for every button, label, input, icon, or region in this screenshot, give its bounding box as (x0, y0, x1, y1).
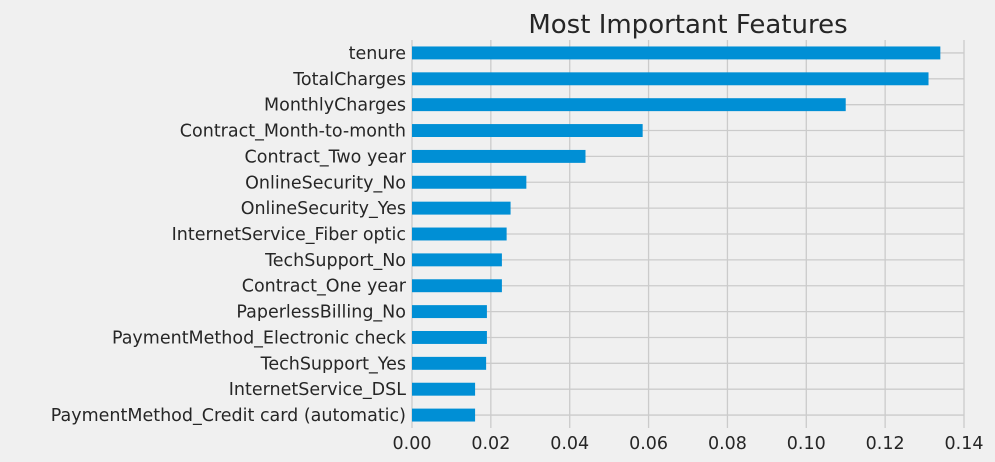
category-labels: tenure TotalCharges MonthlyCharges Contract… (51, 44, 407, 426)
category-label: MonthlyCharges (264, 96, 406, 116)
bar (412, 149, 586, 163)
category-label: TotalCharges (292, 70, 406, 90)
x-tick-label: 0.08 (708, 434, 747, 454)
category-label: tenure (349, 44, 406, 64)
category-label: OnlineSecurity_No (245, 173, 406, 193)
bar (412, 46, 941, 60)
category-label: TechSupport_No (264, 251, 406, 271)
category-label: Contract_Month-to-month (180, 122, 406, 142)
x-tick-label: 0.10 (787, 434, 826, 454)
bar (412, 279, 502, 293)
category-label: InternetService_Fiber optic (172, 225, 406, 245)
x-tick-label: 0.02 (471, 434, 510, 454)
category-label: PaymentMethod_Credit card (automatic) (51, 406, 406, 426)
category-label: PaperlessBilling_No (236, 303, 406, 323)
chart-title: Most Important Features (528, 10, 847, 40)
bars (412, 46, 941, 422)
bar (412, 98, 846, 112)
x-tick-label: 0.04 (550, 434, 589, 454)
bar (412, 305, 487, 319)
bar (412, 72, 929, 86)
category-label: InternetService_DSL (229, 380, 406, 400)
x-tick-label: 0.12 (866, 434, 905, 454)
x-tick-label: 0.14 (945, 434, 984, 454)
bar (412, 382, 476, 396)
category-label: Contract_One year (242, 277, 407, 297)
x-tick-label: 0.00 (393, 434, 432, 454)
category-label: TechSupport_Yes (260, 354, 406, 374)
x-tick-label: 0.06 (629, 434, 668, 454)
x-tick-labels: 0.00 0.02 0.04 0.06 0.08 0.10 0.12 0.14 (393, 434, 984, 454)
bar (412, 253, 502, 267)
bar (412, 175, 527, 189)
bar (412, 356, 487, 370)
bar (412, 124, 643, 137)
bar (412, 227, 507, 241)
bar (412, 331, 487, 344)
bar (412, 408, 476, 422)
bar (412, 201, 511, 215)
category-label: Contract_Two year (245, 147, 407, 167)
category-label: PaymentMethod_Electronic check (112, 328, 407, 348)
category-label: OnlineSecurity_Yes (241, 199, 406, 219)
